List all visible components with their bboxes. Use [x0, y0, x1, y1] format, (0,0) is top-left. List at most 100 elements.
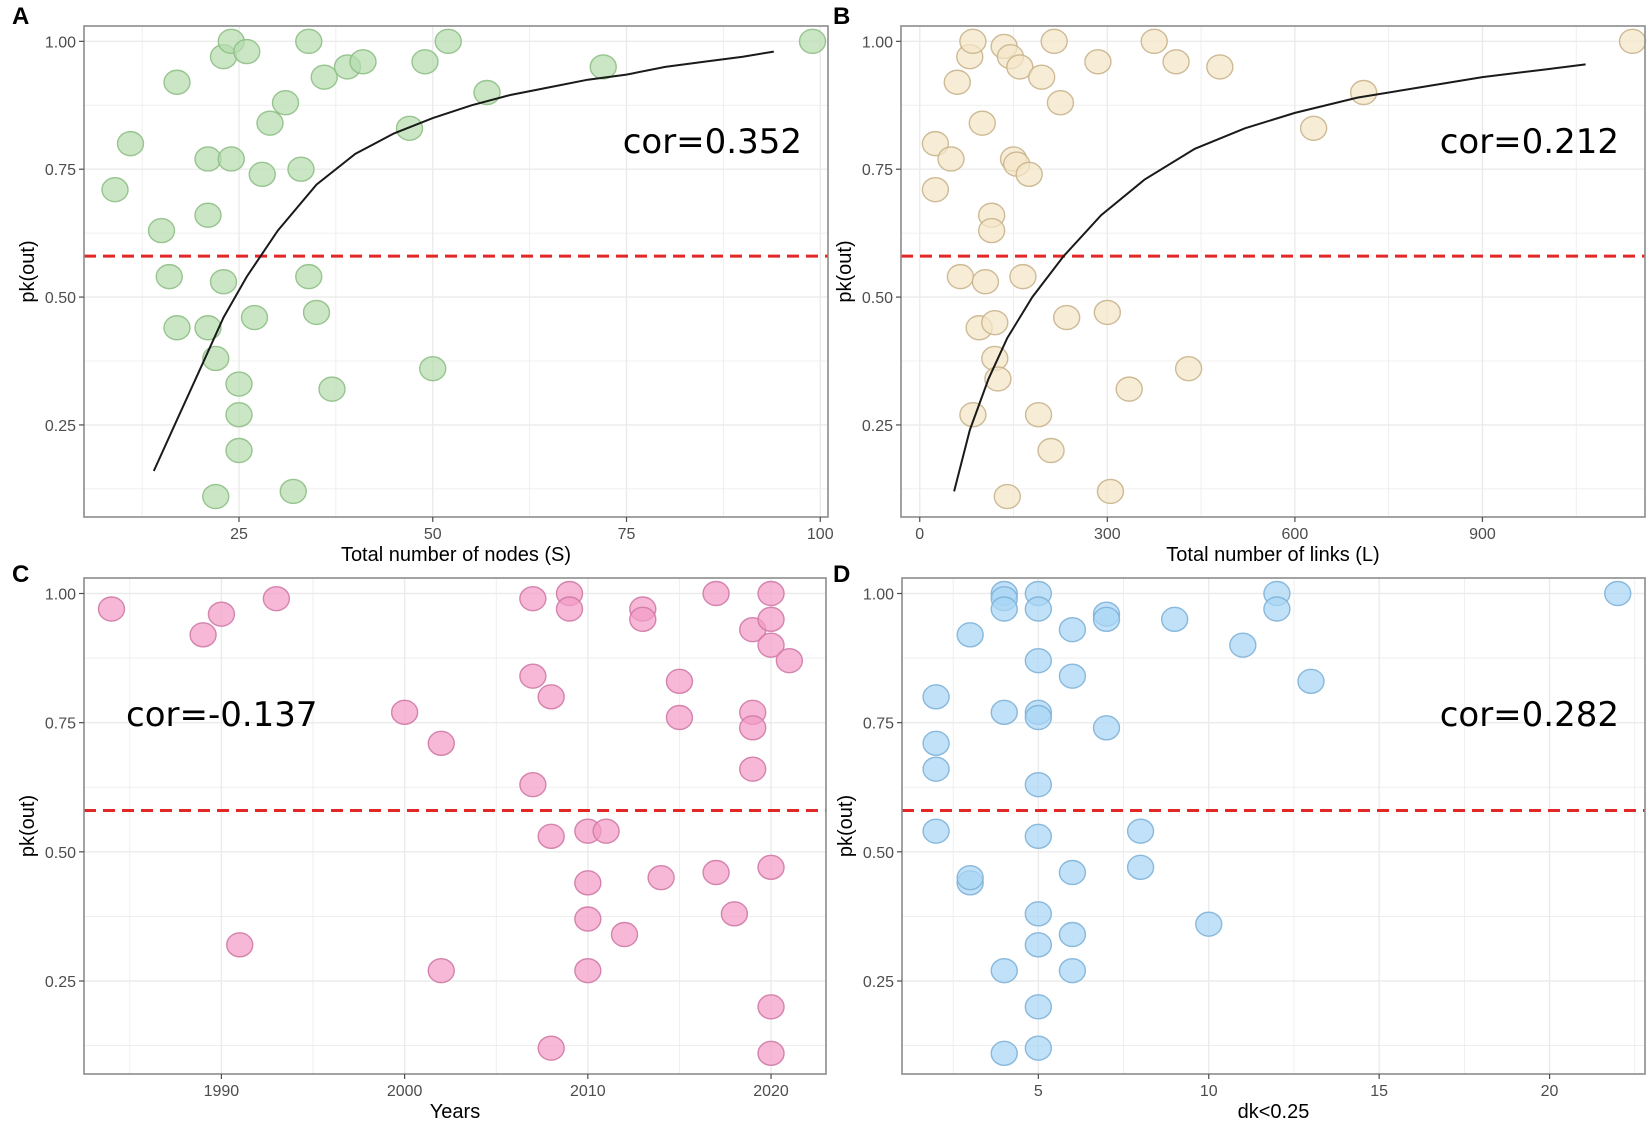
data-point: [1092, 715, 1121, 741]
data-point: [240, 304, 269, 331]
data-point: [209, 269, 238, 295]
data-point: [427, 957, 455, 984]
plot-background: [902, 578, 1645, 1074]
data-point: [922, 684, 950, 710]
correlation-label: cor=0.212: [1440, 122, 1619, 162]
data-point: [202, 483, 230, 510]
panel-d: 5 10 15 20 0.25 0.50 0.75 1.00 dk<0.25 pk(out) cor…: [833, 561, 1646, 1123]
data-point: [1024, 994, 1053, 1020]
panel-letter: B: [833, 3, 850, 30]
y-tick-label: 0.50: [862, 290, 893, 307]
data-point: [1024, 901, 1053, 927]
data-point: [1024, 771, 1053, 798]
plot-background: [84, 578, 826, 1074]
data-point: [147, 217, 176, 244]
data-point: [1093, 299, 1122, 326]
data-point: [574, 957, 602, 984]
y-axis-title: pk(out): [835, 795, 857, 857]
data-point: [798, 28, 827, 55]
x-axis-title: Total number of nodes (S): [341, 544, 571, 566]
plot-frame: [900, 25, 1646, 518]
data-point: [116, 130, 145, 157]
x-tick-label: 100: [807, 526, 834, 543]
data-point: [202, 345, 230, 372]
data-point: [592, 818, 620, 844]
data-point: [155, 263, 183, 290]
data-point: [959, 28, 987, 55]
data-point: [1046, 90, 1075, 116]
y-tick-label: 0.25: [862, 418, 893, 435]
data-point: [225, 437, 253, 464]
data-point: [1126, 854, 1155, 881]
data-point: [1058, 616, 1087, 643]
plot-frame: [83, 25, 829, 518]
data-point: [295, 263, 323, 290]
y-tick-label: 1.00: [863, 587, 894, 604]
data-point: [271, 90, 300, 116]
data-point: [295, 28, 323, 55]
data-point: [194, 146, 222, 172]
y-tick-label: 0.75: [45, 162, 76, 179]
plot-frame: [83, 577, 827, 1075]
panel-b: 0 300 600 900 0.25 0.50 0.75 1.00 Total number o…: [833, 3, 1647, 566]
x-tick-label: 20: [1541, 1083, 1559, 1100]
data-point: [757, 854, 785, 881]
data-point: [993, 483, 1021, 510]
data-point: [922, 756, 950, 782]
panel-c: 1990 2000 2010 2020 0.25 0.50 0.75 1.00 Years pk(…: [12, 561, 827, 1123]
data-point: [956, 622, 984, 648]
data-point: [647, 864, 675, 891]
data-point: [207, 601, 236, 627]
data-point: [97, 596, 126, 622]
data-point: [519, 663, 547, 689]
data-point: [1140, 28, 1168, 55]
panel-letter: C: [12, 561, 29, 588]
x-tick-label: 0: [915, 526, 924, 543]
data-point: [990, 957, 1018, 984]
data-point: [959, 402, 987, 428]
data-point: [922, 730, 950, 757]
y-tick-label: 0.75: [863, 716, 894, 733]
x-tick-label: 900: [1469, 526, 1496, 543]
data-point: [990, 1040, 1018, 1067]
data-point: [1126, 818, 1155, 844]
data-point: [1037, 437, 1065, 464]
data-point: [537, 684, 565, 710]
data-point: [434, 28, 462, 55]
data-point: [757, 632, 785, 658]
correlation-label: cor=-0.137: [126, 695, 318, 735]
data-point: [537, 1035, 565, 1061]
y-tick-label: 0.25: [45, 974, 76, 991]
data-point: [519, 771, 547, 798]
data-point: [1006, 54, 1034, 80]
x-axis-title: Total number of links (L): [1166, 544, 1379, 566]
data-point: [1009, 263, 1037, 290]
data-point: [1024, 932, 1053, 958]
data-point: [739, 756, 767, 782]
data-point: [702, 580, 730, 607]
x-tick-label: 2000: [387, 1083, 423, 1100]
data-point: [1160, 606, 1189, 633]
data-point: [757, 580, 785, 607]
data-point: [943, 69, 971, 95]
data-point: [977, 217, 1006, 244]
data-point: [1115, 376, 1143, 402]
data-point: [262, 585, 291, 612]
data-point: [665, 668, 694, 695]
data-point: [956, 864, 984, 891]
x-tick-label: 50: [424, 526, 442, 543]
data-point: [225, 402, 253, 428]
data-point: [574, 870, 602, 896]
data-point: [1015, 161, 1043, 188]
data-point: [1024, 823, 1053, 850]
data-point: [1096, 478, 1125, 505]
y-tick-label: 1.00: [862, 34, 893, 51]
y-axis-title: pk(out): [834, 240, 856, 302]
data-point: [1084, 49, 1112, 75]
data-point: [1618, 28, 1647, 55]
x-tick-label: 2010: [570, 1083, 606, 1100]
data-point: [1058, 663, 1087, 689]
panel-letter: A: [12, 3, 29, 30]
data-point: [757, 994, 785, 1020]
